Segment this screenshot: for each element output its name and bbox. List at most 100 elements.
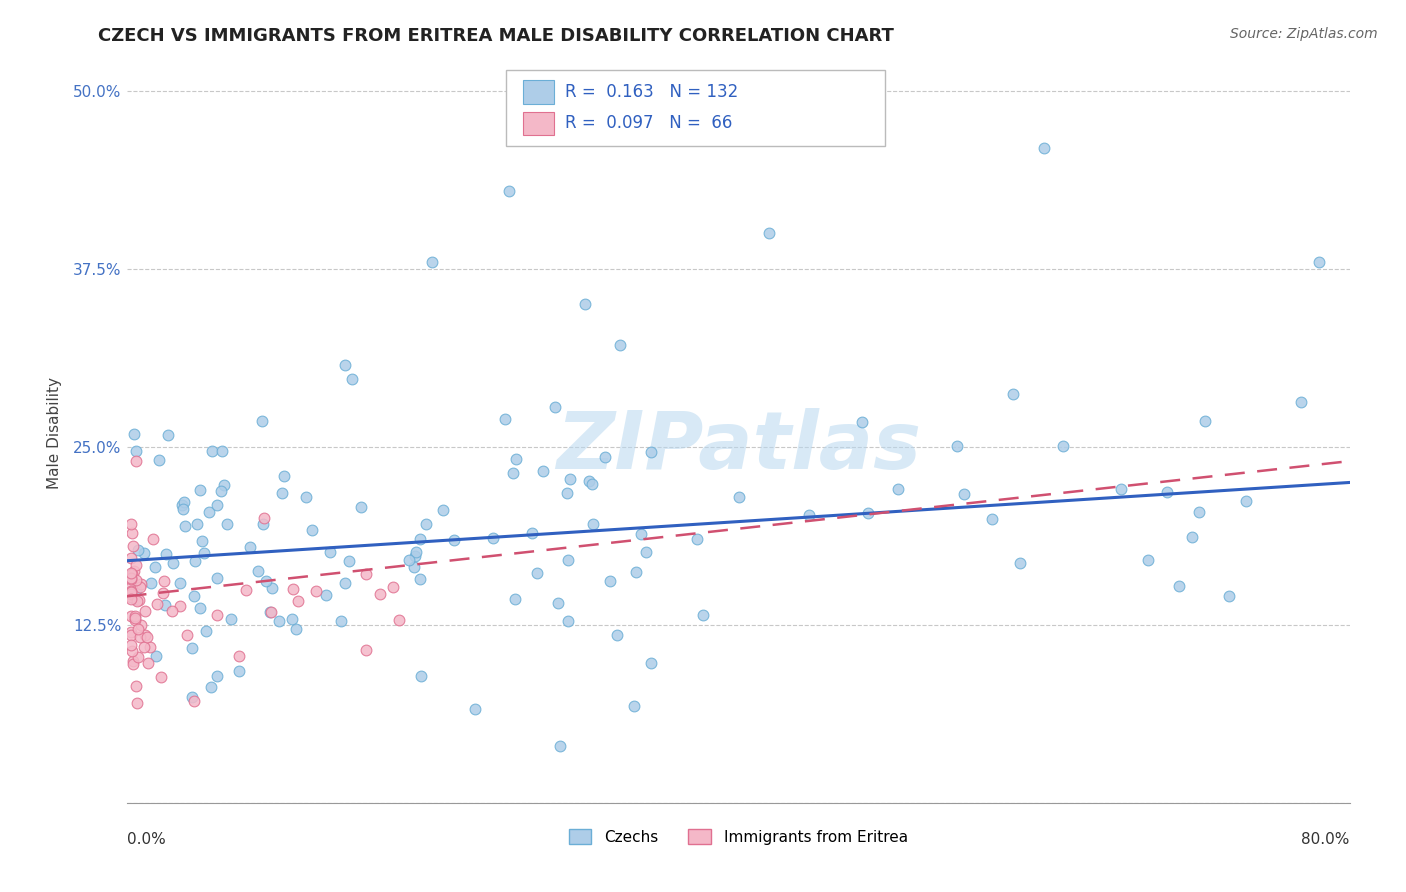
Point xyxy=(294,490,316,504)
Point xyxy=(271,486,294,500)
Point xyxy=(287,594,309,608)
Point xyxy=(319,545,342,559)
Text: ZIPatlas: ZIPatlas xyxy=(555,409,921,486)
Point xyxy=(1188,504,1211,518)
Point xyxy=(1008,556,1031,570)
Point xyxy=(252,517,274,532)
Point xyxy=(120,550,142,565)
Point xyxy=(120,590,142,604)
Point xyxy=(630,526,652,541)
Point xyxy=(333,576,356,591)
Point xyxy=(129,630,152,644)
Point xyxy=(301,523,323,537)
Point xyxy=(205,498,228,512)
Point xyxy=(728,490,751,504)
Text: 80.0%: 80.0% xyxy=(1302,831,1350,847)
Point xyxy=(581,476,603,491)
Point xyxy=(155,547,177,561)
Point xyxy=(547,596,569,610)
Point xyxy=(1002,387,1025,401)
Point xyxy=(1289,395,1312,409)
Point xyxy=(217,516,239,531)
Point xyxy=(1109,482,1132,496)
Point xyxy=(1194,415,1216,429)
Point xyxy=(557,614,579,628)
Point xyxy=(981,512,1004,526)
Point xyxy=(183,694,205,708)
Point xyxy=(125,696,148,710)
Point xyxy=(582,516,605,531)
Point xyxy=(640,656,662,670)
Point xyxy=(464,702,486,716)
Legend: Czechs, Immigrants from Eritrea: Czechs, Immigrants from Eritrea xyxy=(562,822,914,851)
Point xyxy=(153,598,176,612)
Point xyxy=(494,412,516,426)
Point xyxy=(381,580,404,594)
Point xyxy=(120,516,142,531)
Point xyxy=(349,500,371,514)
Point xyxy=(239,540,262,554)
Point xyxy=(142,532,165,546)
Point xyxy=(337,554,360,568)
Point xyxy=(557,552,579,566)
Point xyxy=(122,654,145,668)
Point xyxy=(190,534,212,549)
Point xyxy=(544,400,567,414)
Point xyxy=(125,558,148,572)
Point xyxy=(129,618,152,632)
Point xyxy=(124,574,146,588)
Point xyxy=(262,581,284,595)
Text: R =  0.097   N =  66: R = 0.097 N = 66 xyxy=(565,114,733,132)
Point xyxy=(172,502,194,516)
Point xyxy=(127,594,149,608)
Point xyxy=(183,554,205,568)
Point xyxy=(120,566,142,581)
Point xyxy=(953,486,976,500)
Point xyxy=(686,532,709,546)
Point xyxy=(180,640,202,655)
Point xyxy=(139,576,162,591)
Point xyxy=(246,564,269,578)
Point xyxy=(1137,553,1160,567)
Point xyxy=(388,613,411,627)
Point xyxy=(188,483,211,498)
Point xyxy=(1218,590,1240,604)
Text: 0.0%: 0.0% xyxy=(127,831,166,847)
Point xyxy=(121,525,143,540)
Point xyxy=(443,533,465,548)
Point xyxy=(1234,493,1257,508)
Point xyxy=(120,580,142,594)
Point xyxy=(120,573,142,587)
Point xyxy=(1308,254,1330,268)
Point xyxy=(200,680,222,694)
Point xyxy=(548,739,571,753)
Point xyxy=(152,586,174,600)
Point xyxy=(128,593,150,607)
Point xyxy=(260,605,283,619)
Point xyxy=(198,505,221,519)
Point xyxy=(609,337,631,351)
Point xyxy=(173,495,195,509)
Point xyxy=(120,624,142,639)
Point xyxy=(640,445,662,459)
Point xyxy=(124,591,146,606)
Point xyxy=(593,450,616,464)
Point xyxy=(207,669,229,683)
Text: R =  0.163   N = 132: R = 0.163 N = 132 xyxy=(565,83,738,101)
Point xyxy=(409,533,432,547)
Point xyxy=(162,604,184,618)
Point xyxy=(125,444,148,458)
Point xyxy=(134,628,156,642)
Point xyxy=(139,640,162,654)
Point xyxy=(145,597,167,611)
Point xyxy=(273,469,295,483)
Point xyxy=(340,371,363,385)
Point xyxy=(228,649,250,664)
Point xyxy=(758,227,780,241)
Point xyxy=(183,589,205,603)
Point xyxy=(405,545,427,559)
Point xyxy=(122,539,145,553)
Point xyxy=(148,452,170,467)
Text: CZECH VS IMMIGRANTS FROM ERITREA MALE DISABILITY CORRELATION CHART: CZECH VS IMMIGRANTS FROM ERITREA MALE DI… xyxy=(98,27,894,45)
Point xyxy=(169,599,191,614)
